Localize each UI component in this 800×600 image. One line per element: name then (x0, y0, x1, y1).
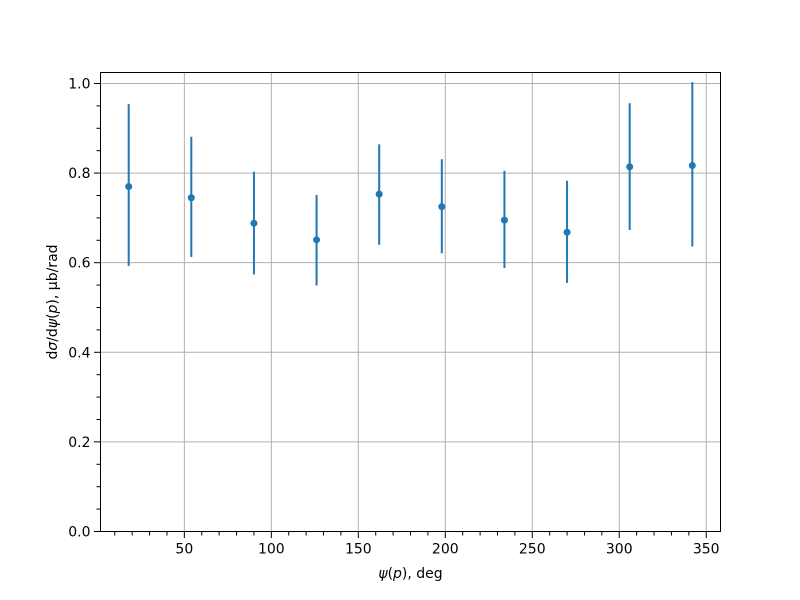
data-point-marker (500, 216, 508, 224)
y-tick-label: 0.8 (68, 166, 90, 182)
data-point-marker (375, 190, 383, 198)
data-point-marker (187, 194, 195, 202)
x-tick-label: 300 (606, 542, 633, 558)
y-tick-label: 1.0 (68, 76, 90, 92)
x-tick-label: 200 (432, 542, 459, 558)
x-tick-label: 250 (519, 542, 546, 558)
data-point-marker (688, 161, 696, 169)
plot-border (100, 72, 721, 532)
grid-layer (100, 72, 721, 532)
y-tick-label: 0.6 (68, 256, 90, 272)
y-tick-label: 0.2 (68, 435, 90, 451)
x-tick-label: 50 (175, 542, 193, 558)
y-tick-label: 0.0 (68, 525, 90, 541)
x-tick-label: 100 (258, 542, 285, 558)
data-point-marker (125, 183, 133, 191)
x-axis-label: ψ(p), deg (378, 566, 442, 582)
data-point-marker (250, 219, 258, 227)
data-point-marker (438, 203, 446, 211)
data-series (125, 82, 696, 286)
axes-spines (100, 72, 721, 532)
data-point-marker (563, 228, 571, 236)
x-tick-label: 350 (693, 542, 720, 558)
y-tick-label: 0.4 (68, 345, 90, 361)
data-point-marker (626, 163, 634, 171)
data-point-marker (313, 236, 321, 244)
label-layer: 50 100 150 200 250 300 350 0.0 0.2 0.4 0.6 0.8 1.0 ψ(… (45, 76, 720, 582)
tick-layer (94, 82, 707, 538)
x-tick-label: 150 (345, 542, 372, 558)
y-axis-label: dσ/dψ(p), μb/rad (45, 244, 61, 359)
